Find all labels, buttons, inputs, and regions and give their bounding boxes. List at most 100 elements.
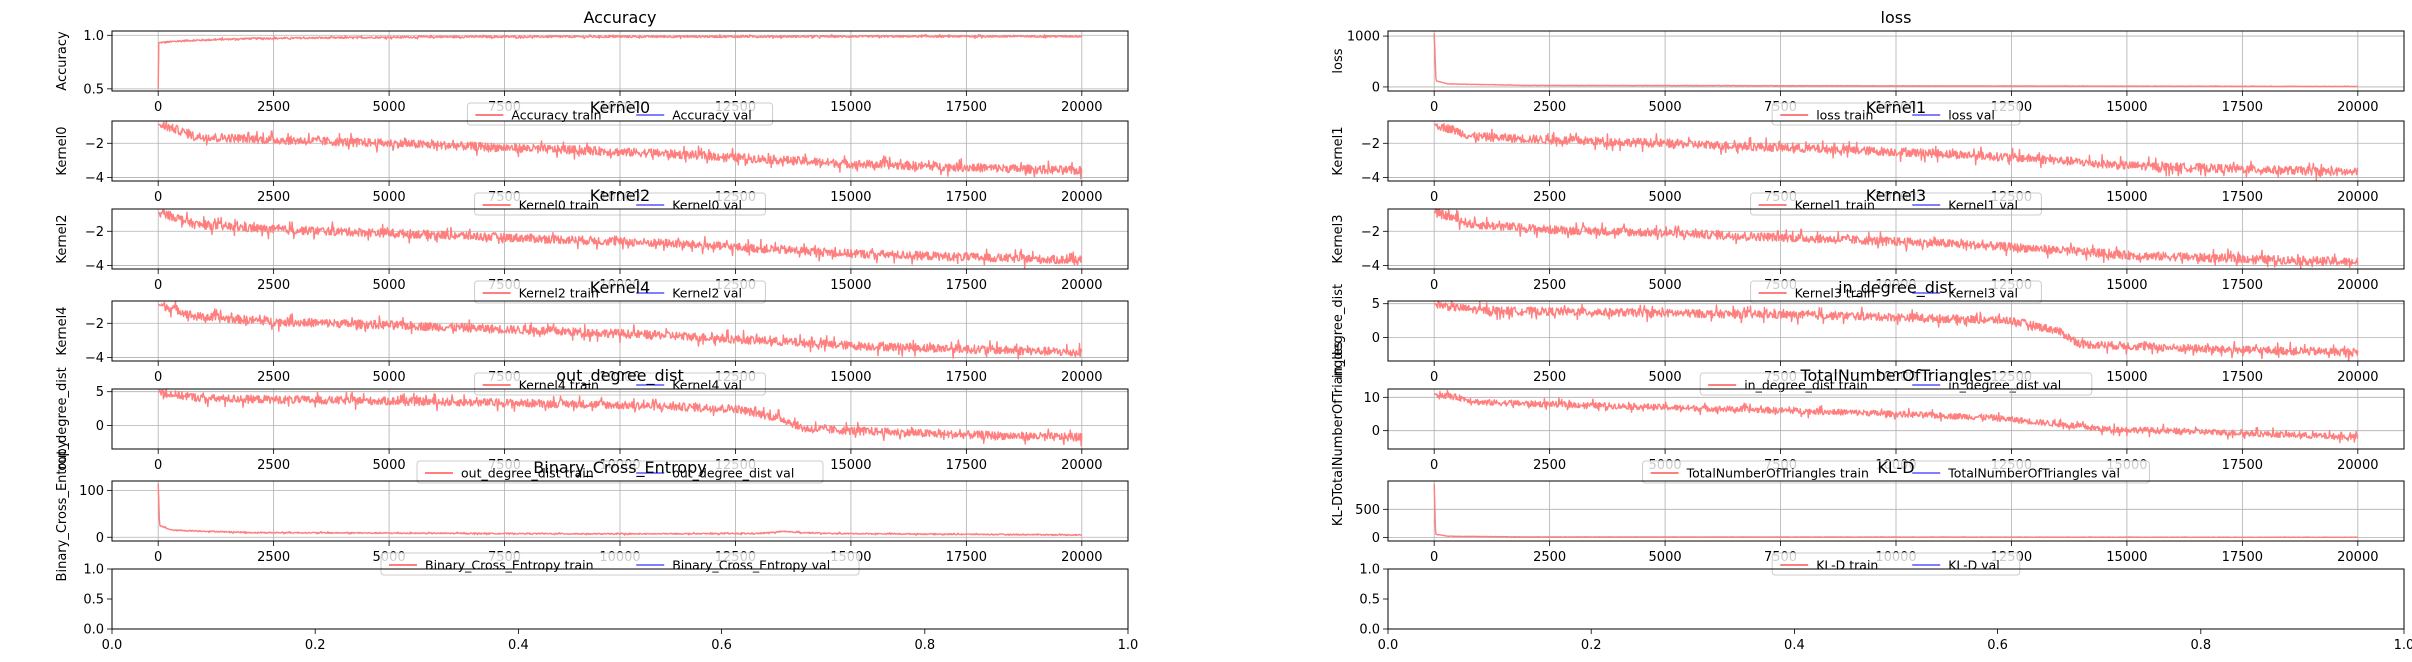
chart-title: Binary_Cross_Entropy xyxy=(533,458,706,478)
x-tick-label: 15000 xyxy=(830,370,871,385)
y-tick-label: 0 xyxy=(1372,331,1380,346)
x-tick-label: 5000 xyxy=(373,100,406,115)
x-tick-label: 2500 xyxy=(1533,458,1566,473)
legend-label: Binary_Cross_Entropy train xyxy=(425,558,594,573)
series-line-binary-cross-entropy-train xyxy=(157,483,1083,537)
x-tick-label: 5000 xyxy=(373,370,406,385)
x-tick-label: 0 xyxy=(154,458,162,473)
legend: Kernel2 train Kernel2 val xyxy=(474,280,766,304)
x-tick-label: 0.2 xyxy=(1581,638,1602,653)
x-tick-label: 0 xyxy=(154,100,162,115)
legend: loss train loss val xyxy=(1771,102,2021,126)
chart-title: KL-D xyxy=(1877,458,1914,477)
y-tick-label: 0 xyxy=(96,531,104,546)
x-tick-label: 17500 xyxy=(946,100,987,115)
series-line-kl-d-train xyxy=(1433,483,2358,539)
y-tick-label: 1000 xyxy=(1347,30,1380,45)
legend-label: Accuracy val xyxy=(672,108,752,123)
x-tick-label: 20000 xyxy=(2337,190,2378,205)
y-tick-label: −4 xyxy=(1361,171,1380,186)
x-tick-label: 2500 xyxy=(257,100,290,115)
plot-frame xyxy=(111,568,1129,630)
x-tick-label: 0 xyxy=(1430,190,1438,205)
y-tick-label: −2 xyxy=(1361,137,1380,152)
legend: TotalNumberOfTriangles train TotalNumberO… xyxy=(1642,460,2150,484)
y-axis-label: out_degree_dist xyxy=(55,367,70,471)
legend-label: Kernel0 train xyxy=(519,198,599,213)
y-tick-label: 0.5 xyxy=(83,82,104,97)
series-line-kernel3-train xyxy=(1433,208,2359,270)
plot-frame xyxy=(1387,480,2405,542)
chart-title: Kernel1 xyxy=(1866,98,1926,117)
y-axis-label: Binary_Cross_Entropy xyxy=(55,440,70,581)
y-tick-label: −4 xyxy=(85,351,104,366)
y-tick-label: −4 xyxy=(85,259,104,274)
chart-title: Kernel4 xyxy=(590,278,650,297)
y-tick-label: 0 xyxy=(96,419,104,434)
y-tick-label: 0.5 xyxy=(1359,593,1380,608)
legend-label: Accuracy train xyxy=(511,108,601,123)
series-line-totalnumberoftriangles-train xyxy=(1434,389,2359,444)
plot-frame xyxy=(1387,568,2405,630)
y-axis-label: Kernel2 xyxy=(55,214,70,263)
x-tick-label: 0 xyxy=(1430,550,1438,565)
x-tick-label: 17500 xyxy=(2222,190,2263,205)
legend-label: Kernel3 val xyxy=(1948,286,2018,301)
plot-frame xyxy=(1387,30,2405,92)
chart-title: Kernel0 xyxy=(590,98,650,117)
x-tick-label: 5000 xyxy=(1649,190,1682,205)
x-tick-label: 15000 xyxy=(2106,370,2147,385)
x-tick-label: 0 xyxy=(1430,370,1438,385)
legend-label: Kernel1 val xyxy=(1948,198,2018,213)
y-axis-label: loss xyxy=(1331,48,1346,73)
y-tick-label: −4 xyxy=(85,171,104,186)
x-tick-label: 17500 xyxy=(2222,278,2263,293)
x-tick-label: 2500 xyxy=(257,190,290,205)
legend-label: Kernel3 train xyxy=(1795,286,1875,301)
y-axis-label: TotalNumberOfTriangles xyxy=(1331,341,1346,497)
y-tick-label: 1.0 xyxy=(1359,563,1380,578)
x-tick-label: 1.0 xyxy=(2394,638,2412,653)
plot-frame xyxy=(111,388,1129,450)
x-tick-label: 5000 xyxy=(373,458,406,473)
chart-title: Accuracy xyxy=(583,8,656,27)
legend: out_degree_dist train out_degree_dist val xyxy=(416,460,824,484)
plot-frame xyxy=(111,300,1129,362)
legend-label: KL-D val xyxy=(1948,558,2000,573)
y-tick-label: 0 xyxy=(1372,531,1380,546)
chart-title: loss xyxy=(1881,8,1912,27)
x-tick-label: 0 xyxy=(1430,100,1438,115)
legend: Binary_Cross_Entropy train Binary_Cross_E… xyxy=(380,552,860,576)
x-tick-label: 2500 xyxy=(1533,550,1566,565)
chart-title: in_degree_dist xyxy=(1838,278,1954,298)
series-line-kernel0-train xyxy=(157,120,1083,180)
legend-label: Kernel1 train xyxy=(1795,198,1875,213)
plot-frame xyxy=(1387,388,2405,450)
series-line-out-degree-dist-train xyxy=(158,388,1083,447)
x-tick-label: 17500 xyxy=(946,550,987,565)
chart-title: Kernel2 xyxy=(590,186,650,205)
y-tick-label: 100 xyxy=(79,484,104,499)
subplot-accuracy: 025005000750010000125001500017500200000.… xyxy=(55,8,1129,126)
y-axis-label: Kernel4 xyxy=(55,306,70,355)
plot-frame xyxy=(111,120,1129,182)
x-tick-label: 20000 xyxy=(2337,278,2378,293)
legend: Accuracy train Accuracy val xyxy=(466,102,774,126)
series-line-kernel1-train xyxy=(1433,122,2359,181)
x-tick-label: 20000 xyxy=(1061,100,1102,115)
x-tick-label: 0.2 xyxy=(305,638,326,653)
x-tick-label: 17500 xyxy=(946,190,987,205)
plot-frame xyxy=(111,208,1129,270)
x-tick-label: 0.0 xyxy=(102,638,123,653)
y-tick-label: 0 xyxy=(1372,80,1380,95)
subplot-empty-panel-14: 0.0 0.2 0.4 0.6 0.8 1.0 1.0 0.5 0.0 xyxy=(1359,563,2412,654)
y-axis-label: Accuracy xyxy=(55,31,70,91)
x-tick-label: 0.8 xyxy=(2190,638,2211,653)
legend-label: Kernel0 val xyxy=(672,198,742,213)
y-tick-label: −4 xyxy=(1361,259,1380,274)
x-tick-label: 0.8 xyxy=(914,638,935,653)
x-tick-label: 20000 xyxy=(1061,278,1102,293)
y-tick-label: −2 xyxy=(85,137,104,152)
legend: Kernel3 train Kernel3 val xyxy=(1750,280,2042,304)
x-tick-label: 17500 xyxy=(2222,550,2263,565)
